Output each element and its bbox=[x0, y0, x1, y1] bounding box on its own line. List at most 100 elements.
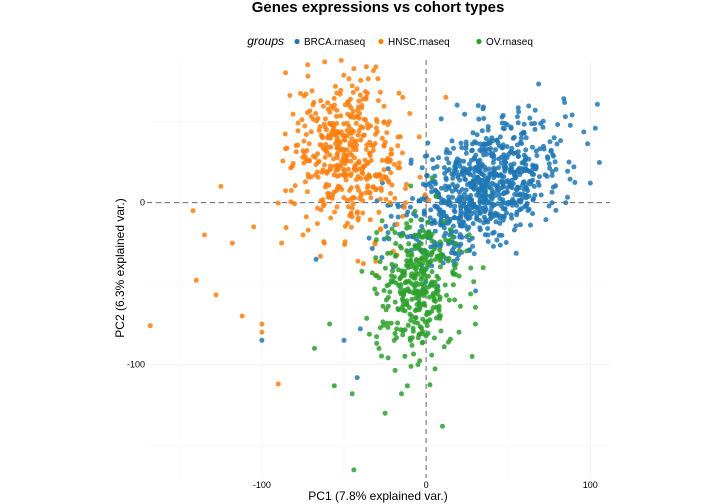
data-point bbox=[498, 160, 504, 166]
data-point bbox=[442, 282, 448, 288]
data-point bbox=[348, 211, 354, 217]
data-point bbox=[358, 191, 364, 197]
data-point bbox=[392, 195, 398, 201]
data-point bbox=[571, 164, 577, 170]
data-point bbox=[472, 321, 478, 327]
data-point bbox=[325, 106, 331, 112]
data-point bbox=[283, 188, 289, 194]
data-point bbox=[360, 261, 366, 267]
data-point bbox=[377, 226, 383, 232]
data-point bbox=[374, 116, 379, 122]
data-point bbox=[465, 216, 471, 222]
data-point bbox=[310, 102, 316, 108]
data-point bbox=[499, 120, 505, 126]
data-point bbox=[414, 289, 420, 295]
data-point bbox=[345, 111, 351, 117]
data-point bbox=[428, 282, 433, 288]
data-point bbox=[411, 290, 416, 296]
data-point bbox=[367, 174, 373, 180]
data-point bbox=[298, 90, 303, 96]
data-point bbox=[581, 129, 587, 135]
data-point bbox=[393, 241, 399, 246]
data-point bbox=[323, 142, 329, 147]
data-point bbox=[475, 103, 481, 109]
data-point bbox=[329, 195, 335, 201]
data-point bbox=[441, 165, 447, 171]
data-point bbox=[434, 273, 440, 279]
data-point bbox=[332, 132, 338, 138]
data-point bbox=[364, 315, 370, 321]
data-point bbox=[521, 152, 527, 158]
data-point bbox=[572, 180, 578, 185]
data-point bbox=[322, 154, 328, 160]
data-point bbox=[450, 247, 456, 253]
data-point bbox=[463, 150, 469, 156]
data-point bbox=[392, 331, 398, 336]
data-point bbox=[497, 179, 503, 185]
data-point bbox=[549, 200, 555, 206]
data-point bbox=[383, 223, 389, 229]
data-point bbox=[305, 73, 311, 79]
data-point bbox=[429, 238, 435, 244]
chart-title: Genes expressions vs cohort types bbox=[252, 0, 505, 16]
data-point bbox=[549, 189, 555, 195]
data-point bbox=[485, 219, 491, 225]
data-point bbox=[443, 187, 449, 193]
data-point bbox=[468, 165, 474, 171]
data-point bbox=[532, 107, 538, 113]
data-point bbox=[388, 147, 394, 152]
data-point bbox=[351, 66, 357, 72]
data-point bbox=[362, 89, 368, 95]
data-point bbox=[450, 223, 456, 229]
data-point bbox=[450, 175, 456, 181]
data-point bbox=[467, 180, 473, 186]
data-point bbox=[470, 130, 476, 136]
data-point bbox=[337, 172, 342, 178]
data-point bbox=[369, 246, 375, 251]
data-point bbox=[385, 122, 391, 128]
data-point bbox=[481, 104, 486, 110]
data-point bbox=[346, 76, 352, 82]
data-point bbox=[372, 241, 378, 247]
data-point bbox=[541, 146, 547, 152]
data-point bbox=[452, 297, 458, 303]
data-point bbox=[383, 157, 389, 163]
data-point bbox=[381, 103, 387, 109]
data-point bbox=[363, 147, 369, 152]
data-point bbox=[529, 121, 535, 127]
data-point bbox=[565, 168, 571, 174]
data-point bbox=[422, 257, 428, 262]
data-point bbox=[427, 317, 433, 323]
data-point bbox=[334, 113, 339, 119]
data-point bbox=[483, 136, 489, 141]
data-point bbox=[504, 189, 510, 195]
data-point bbox=[331, 172, 337, 178]
data-point bbox=[403, 200, 409, 206]
data-point bbox=[493, 219, 499, 225]
data-point bbox=[544, 173, 550, 179]
data-point bbox=[373, 187, 379, 193]
data-point bbox=[452, 240, 458, 246]
data-point bbox=[355, 132, 361, 138]
data-point bbox=[331, 156, 336, 162]
data-point bbox=[404, 212, 409, 218]
data-point bbox=[502, 159, 508, 165]
data-point bbox=[387, 200, 393, 206]
data-point bbox=[548, 147, 554, 153]
data-point bbox=[407, 204, 413, 210]
data-point bbox=[348, 96, 353, 102]
data-point bbox=[436, 155, 441, 161]
data-point bbox=[384, 283, 390, 289]
data-point bbox=[473, 179, 479, 185]
data-point bbox=[527, 115, 533, 121]
data-point bbox=[421, 233, 427, 239]
data-point bbox=[459, 223, 465, 229]
data-point bbox=[303, 214, 309, 220]
data-point bbox=[354, 375, 360, 381]
data-point bbox=[456, 198, 462, 204]
data-point bbox=[462, 111, 468, 117]
y-tick-label: 0 bbox=[140, 198, 145, 208]
data-point bbox=[407, 111, 413, 116]
data-point bbox=[367, 153, 373, 159]
data-point bbox=[456, 248, 462, 254]
